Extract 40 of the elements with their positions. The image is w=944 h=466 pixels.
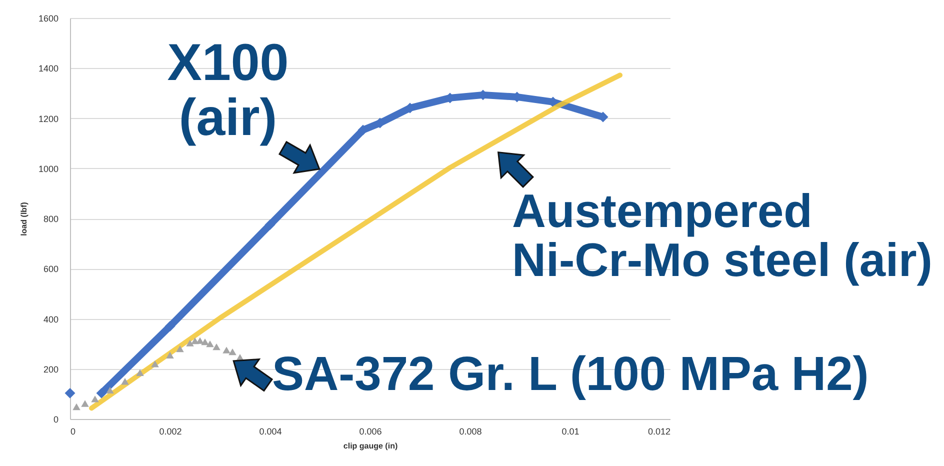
point (164, 321, 176, 332)
x-tick-label: 0.008 (459, 426, 482, 436)
y-tick-label: 600 (43, 264, 58, 274)
point (81, 400, 89, 407)
x-tick-label: 0.01 (562, 426, 580, 436)
y-tick-label: 1400 (38, 64, 58, 74)
point (121, 378, 129, 385)
point (212, 343, 220, 350)
series-label: Austempered Ni-Cr-Mo steel (air) (512, 184, 932, 286)
point (64, 388, 76, 398)
y-tick-label: 1600 (38, 14, 58, 24)
x-tick-label: 0.006 (359, 426, 382, 436)
point (136, 369, 144, 376)
x-axis-title: clip gauge (in) (343, 442, 398, 450)
y-tick-label: 1200 (38, 114, 58, 124)
series-label: X100 (air) (167, 34, 289, 147)
point (186, 340, 194, 346)
series-label: SA-372 Gr. L (100 MPa H2) (272, 348, 869, 401)
x-tick-label: 0 (70, 426, 76, 436)
point (222, 346, 230, 354)
point (91, 396, 99, 402)
point (206, 340, 214, 348)
point (264, 220, 276, 230)
y-axis-title: load (lbf) (19, 202, 28, 236)
x-tick-label: 0.004 (259, 426, 282, 436)
y-tick-label: 200 (43, 364, 58, 374)
point (176, 345, 184, 352)
y-tick-label: 800 (43, 214, 58, 224)
point (151, 360, 159, 368)
point (106, 386, 114, 394)
point (201, 338, 209, 346)
x-tick-label: 0.012 (648, 426, 670, 436)
y-tick-label: 1000 (38, 164, 58, 174)
y-tick-label: 400 (43, 314, 58, 324)
point (166, 352, 174, 358)
point (72, 403, 80, 410)
x-tick-label: 0.002 (159, 426, 182, 436)
point (228, 348, 236, 356)
y-tick-label: 0 (53, 414, 58, 424)
point (96, 388, 107, 398)
